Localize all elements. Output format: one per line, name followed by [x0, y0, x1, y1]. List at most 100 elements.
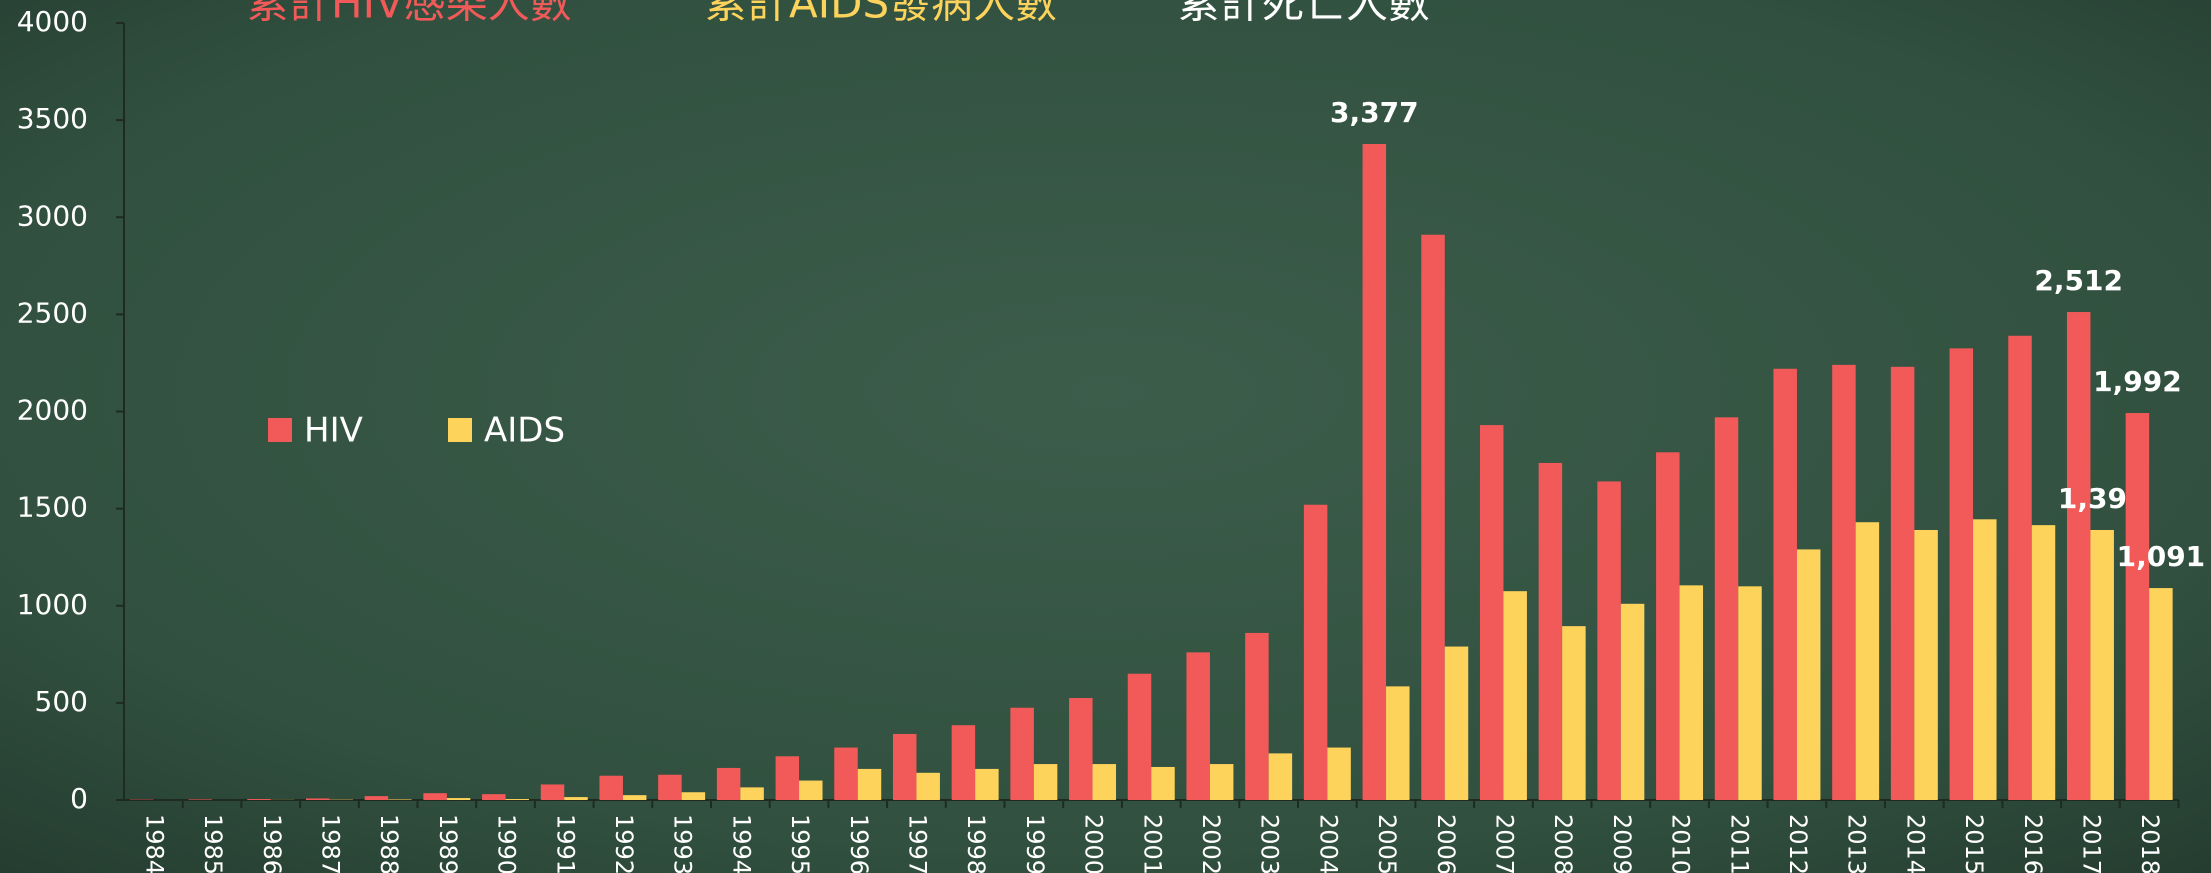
x-tick-label: 2009 — [1608, 814, 1636, 873]
bar — [1597, 481, 1621, 800]
bar — [1973, 519, 1997, 800]
bar — [564, 797, 588, 800]
x-tick-label: 1997 — [903, 814, 931, 873]
x-tick-label: 2007 — [1490, 814, 1518, 873]
x-tick-label: 1984 — [140, 814, 168, 873]
bar — [775, 756, 800, 800]
x-tick-label: 2005 — [1373, 814, 1401, 873]
bar — [681, 792, 706, 800]
legend-swatch — [448, 418, 472, 442]
bar — [2090, 529, 2114, 800]
bar — [892, 733, 917, 800]
bar — [1855, 522, 1880, 800]
bar — [716, 767, 741, 800]
y-tick-label: 2000 — [17, 394, 88, 427]
data-label: 1,992 — [2093, 365, 2182, 398]
bar — [1479, 425, 1504, 800]
bar — [2066, 312, 2091, 800]
x-tick-label: 2001 — [1138, 814, 1166, 873]
legend-swatch — [268, 418, 292, 442]
bar — [540, 784, 565, 800]
bar — [740, 787, 764, 800]
y-tick-label: 2500 — [17, 296, 88, 329]
x-tick-label: 1994 — [727, 814, 755, 873]
x-tick-label: 1992 — [610, 814, 638, 873]
y-tick-label: 1000 — [17, 588, 88, 621]
bar — [834, 747, 858, 800]
bar — [799, 780, 823, 800]
x-tick-label: 2012 — [1784, 814, 1812, 873]
data-label: 2,512 — [2034, 264, 2123, 297]
bar — [622, 795, 647, 800]
bar — [1186, 652, 1210, 800]
bar — [1209, 764, 1234, 800]
x-tick-label: 1995 — [786, 814, 814, 873]
bar — [1773, 368, 1797, 800]
x-tick-label: 1993 — [669, 814, 697, 873]
x-tick-label: 1989 — [434, 814, 462, 873]
x-tick-label: 1991 — [551, 814, 579, 873]
x-tick-label: 2011 — [1725, 814, 1753, 873]
bar — [1562, 626, 1586, 800]
x-tick-label: 2010 — [1667, 814, 1695, 873]
bar — [2031, 525, 2056, 800]
x-tick-label: 1999 — [1021, 814, 1049, 873]
chart-title: 累計死亡人數 — [1178, 0, 1430, 28]
bar — [247, 799, 271, 800]
x-tick-label: 2002 — [1197, 814, 1225, 873]
chart-title: 累計HIV感染人數 — [247, 0, 572, 28]
chart-title: 累計AIDS發病人數 — [705, 0, 1057, 28]
x-tick-label: 2008 — [1549, 814, 1577, 873]
x-tick-label: 1988 — [375, 814, 403, 873]
bar — [916, 772, 940, 800]
bar — [1620, 603, 1645, 800]
bar — [1151, 766, 1175, 800]
bar — [975, 768, 999, 800]
bar — [1444, 646, 1469, 800]
bar — [423, 793, 447, 800]
bar — [2125, 413, 2150, 800]
x-tick-label: 2006 — [1432, 814, 1460, 873]
bar — [188, 799, 213, 800]
bar — [1914, 529, 1938, 800]
x-tick-label: 2004 — [1314, 814, 1342, 873]
bar — [1656, 452, 1680, 800]
bar — [1069, 698, 1093, 800]
bar — [364, 796, 389, 800]
y-tick-label: 4000 — [17, 5, 88, 38]
bar — [505, 799, 530, 800]
bar — [1245, 632, 1269, 800]
x-tick-label: 2003 — [1256, 814, 1284, 873]
bar — [1033, 764, 1058, 800]
y-tick-label: 500 — [35, 685, 88, 718]
x-tick-label: 1987 — [316, 814, 344, 873]
bar — [1714, 417, 1739, 800]
data-label: 1,091 — [2117, 540, 2206, 573]
bar — [1268, 753, 1293, 800]
x-tick-label: 1990 — [493, 814, 521, 873]
y-tick-label: 1500 — [17, 491, 88, 524]
x-tick-label: 2015 — [1960, 814, 1988, 873]
bar — [1679, 585, 1704, 800]
bar — [1327, 747, 1351, 800]
bar — [1127, 673, 1152, 800]
bar — [1092, 764, 1117, 800]
bar — [1503, 591, 1527, 800]
bar — [951, 725, 976, 800]
bar — [1386, 686, 1410, 800]
x-tick-label: 1996 — [845, 814, 873, 873]
x-tick-label: 2013 — [1843, 814, 1871, 873]
bar — [446, 798, 471, 800]
bar — [1738, 586, 1762, 800]
bar — [857, 768, 882, 800]
x-tick-label: 1986 — [258, 814, 286, 873]
bar — [658, 774, 682, 800]
y-tick-label: 3500 — [17, 102, 88, 135]
bar — [1010, 707, 1034, 800]
bar — [1949, 348, 1974, 800]
x-tick-label: 2000 — [1080, 814, 1108, 873]
bar — [1362, 144, 1387, 800]
x-tick-label: 2014 — [1901, 814, 1929, 873]
bar — [2008, 335, 2032, 800]
